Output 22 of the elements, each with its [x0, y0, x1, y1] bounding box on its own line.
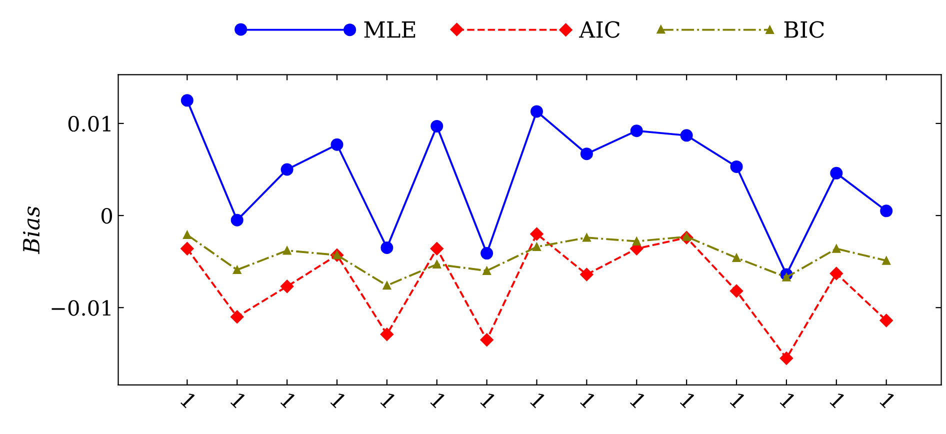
x-tick-label: 1	[480, 392, 496, 408]
x-tick-label: 1	[580, 392, 596, 408]
x-tick-label: 1	[780, 392, 796, 408]
legend-label: AIC	[578, 21, 620, 38]
x-tick-label: 1	[829, 392, 846, 408]
x-tick-label: 1	[630, 392, 646, 408]
x-tick-label: 1	[730, 392, 746, 408]
x-tick-label: 1	[530, 392, 546, 408]
y-axis-title: Bias	[23, 206, 40, 254]
y-tick-label: −0.01	[52, 300, 110, 316]
legend-label: MLE	[364, 21, 416, 38]
legend-label: BIC	[784, 21, 824, 38]
x-tick-label: 1	[430, 392, 446, 408]
x-tick-label: 1	[230, 392, 247, 408]
x-tick-label: 1	[280, 392, 297, 408]
x-tick-label: 1	[330, 392, 346, 408]
x-tick-label: 1	[380, 392, 396, 408]
x-tick-label: 1	[879, 392, 896, 408]
x-tick-label: 1	[180, 392, 197, 408]
y-tick-label: 0.01	[68, 116, 110, 132]
y-tick-label: 0	[102, 208, 112, 224]
x-tick-label: 1	[680, 392, 696, 408]
